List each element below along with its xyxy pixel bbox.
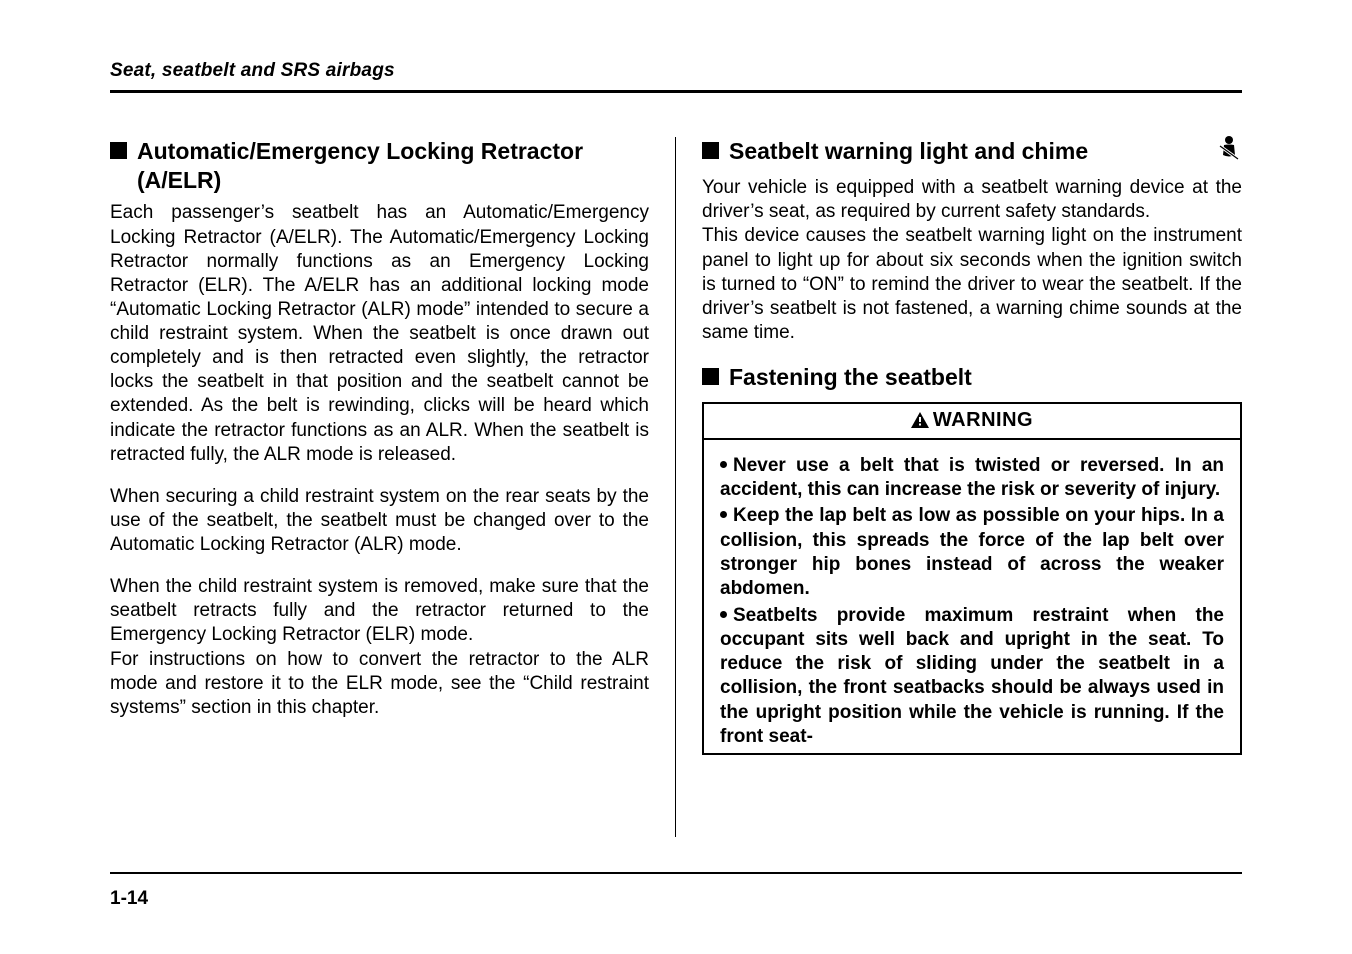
left-para-4: For instructions on how to convert the r… — [110, 648, 649, 720]
warning-label: WARNING — [933, 409, 1033, 431]
right-para-1: Your vehicle is equipped with a seatbelt… — [702, 176, 1242, 224]
heading-bullet-icon — [702, 142, 719, 159]
left-column: Automatic/Emergency Locking Retractor (A… — [110, 137, 676, 837]
warning-item-text: Keep the lap belt as low as possible on … — [720, 505, 1224, 599]
warning-body: Never use a belt that is twisted or reve… — [704, 440, 1240, 754]
right-column: Seatbelt warning light and chime Your ve… — [676, 137, 1242, 837]
page: Seat, seatbelt and SRS airbags Automatic… — [0, 0, 1352, 954]
warning-triangle-icon — [911, 412, 929, 428]
bullet-icon — [720, 511, 727, 518]
warning-box: WARNING Never use a belt that is twisted… — [702, 402, 1242, 755]
page-number: 1-14 — [110, 888, 148, 909]
bullet-icon — [720, 611, 727, 618]
warning-item: Never use a belt that is twisted or reve… — [720, 454, 1224, 503]
heading-a-elr: Automatic/Emergency Locking Retractor (A… — [110, 137, 649, 195]
seatbelt-reminder-icon — [1216, 135, 1242, 170]
heading-seatbelt-warning: Seatbelt warning light and chime — [702, 137, 1242, 170]
heading-seatbelt-warning-text: Seatbelt warning light and chime — [729, 137, 1204, 166]
heading-fastening-text: Fastening the seatbelt — [729, 363, 1242, 392]
heading-bullet-icon — [702, 368, 719, 385]
warning-header: WARNING — [704, 404, 1240, 439]
left-para-3: When the child restraint system is remov… — [110, 575, 649, 647]
heading-bullet-icon — [110, 142, 127, 159]
warning-item: Seatbelts provide maximum restraint when… — [720, 604, 1224, 750]
warning-item-text: Never use a belt that is twisted or reve… — [720, 455, 1224, 500]
right-para-2: This device causes the seatbelt warning … — [702, 224, 1242, 345]
left-para-1: Each passenger’s seatbelt has an Automat… — [110, 201, 649, 466]
heading-fastening: Fastening the seatbelt — [702, 363, 1242, 392]
running-head: Seat, seatbelt and SRS airbags — [110, 60, 1242, 93]
warning-item: Keep the lap belt as low as possible on … — [720, 504, 1224, 601]
two-column-layout: Automatic/Emergency Locking Retractor (A… — [110, 137, 1242, 837]
heading-a-elr-text: Automatic/Emergency Locking Retractor (A… — [137, 137, 649, 195]
warning-item-text: Seatbelts provide maximum restraint when… — [720, 605, 1224, 748]
bullet-icon — [720, 461, 727, 468]
page-footer: 1-14 — [110, 872, 1242, 910]
left-para-2: When securing a child restraint system o… — [110, 485, 649, 557]
